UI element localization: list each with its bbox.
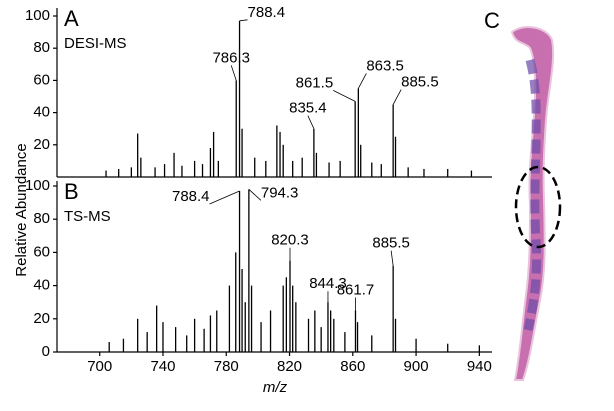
tissue-nuclei: [523, 58, 542, 332]
annotation-leader: [209, 190, 240, 205]
y-tick-label: 80: [33, 210, 50, 227]
x-tick-label: 900: [404, 358, 429, 375]
y-axis-label: Relative Abundance: [13, 143, 30, 276]
annotation-leader: [392, 89, 402, 105]
annotation-label: 820.3: [271, 232, 309, 249]
y-tick-label: 0: [42, 343, 50, 360]
panel-label: A: [64, 6, 79, 31]
x-tick-label: 940: [467, 358, 492, 375]
y-tick-label: 40: [33, 277, 50, 294]
annotation-leader: [307, 115, 315, 129]
y-tick-label: 40: [33, 104, 50, 121]
y-tick-label: 100: [25, 7, 50, 24]
y-tick-label: 80: [33, 39, 50, 56]
panel-title: DESI-MS: [64, 35, 127, 52]
annotation-label: 885.5: [401, 74, 439, 91]
annotation-leader: [390, 250, 394, 266]
annotation-label: 835.4: [289, 100, 327, 117]
annotation-label: 863.5: [366, 57, 404, 74]
annotation-leader: [357, 73, 367, 89]
tissue-image: [510, 25, 562, 381]
annotation-label: 794.3: [261, 184, 299, 201]
x-tick-label: 780: [214, 358, 239, 375]
annotation-label: 788.4: [248, 4, 286, 21]
panel-title: TS-MS: [64, 208, 111, 225]
annotation-label: 786.3: [212, 49, 250, 66]
annotation-label: 788.4: [172, 188, 210, 205]
annotation-leader: [230, 65, 237, 81]
annotation-label: 861.5: [296, 74, 334, 91]
annotation-leader: [239, 19, 248, 22]
panel-label: C: [484, 8, 500, 33]
panel-label: B: [64, 179, 79, 204]
annotation-label: 885.5: [372, 235, 410, 252]
sampled-region: [514, 165, 562, 249]
annotation-leader: [332, 89, 356, 102]
x-tick-label: 860: [340, 358, 365, 375]
annotation-label: 844.3: [309, 275, 347, 292]
x-tick-label: 700: [87, 358, 112, 375]
x-tick-label: 820: [277, 358, 302, 375]
y-tick-label: 20: [33, 136, 50, 153]
x-tick-label: 740: [150, 358, 175, 375]
annotation-label: 861.7: [337, 281, 375, 298]
y-tick-label: 20: [33, 310, 50, 327]
x-axis-label: m/z: [263, 379, 288, 396]
annotation-leader: [248, 189, 262, 201]
y-tick-label: 60: [33, 243, 50, 260]
y-tick-label: 100: [25, 177, 50, 194]
y-tick-label: 60: [33, 71, 50, 88]
